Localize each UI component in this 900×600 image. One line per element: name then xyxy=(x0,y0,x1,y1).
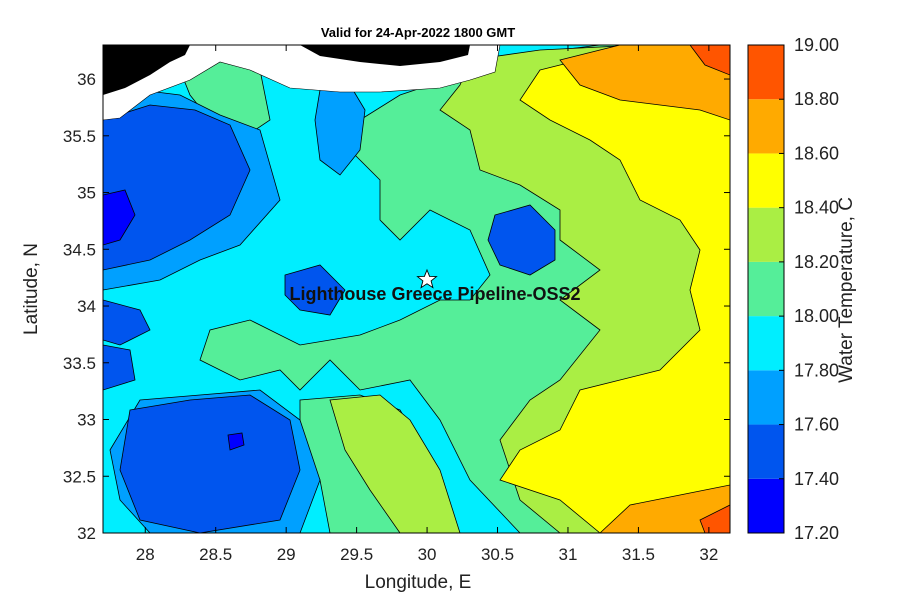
colorbar: 17.20 17.40 17.60 17.80 18.00 18.20 18.40 18.60… xyxy=(747,35,839,543)
x-tick-label: 31.5 xyxy=(622,545,655,564)
y-tick-label: 34.5 xyxy=(63,240,96,259)
colorbar-swatch xyxy=(748,207,784,262)
contour-band-17-20 xyxy=(103,189,136,246)
colorbar-swatch xyxy=(748,153,784,208)
colorbar-tick-label: 17.20 xyxy=(794,523,839,543)
colorbar-tick-label: 18.60 xyxy=(794,143,839,163)
colorbar-swatch xyxy=(748,316,784,371)
colorbar-tick-label: 18.00 xyxy=(794,306,839,326)
x-tick-label: 30 xyxy=(418,545,437,564)
contour-band-18-20-south xyxy=(329,394,461,533)
y-axis-label: Latitude, N xyxy=(21,243,42,335)
colorbar-frame xyxy=(747,44,785,534)
contour-band-17-20-b xyxy=(227,432,245,451)
contour-band-18-60 xyxy=(559,45,730,121)
contour-band-17-40-sw xyxy=(119,394,301,533)
x-tick-label: 29.5 xyxy=(340,545,373,564)
contour-band-17-40-center xyxy=(284,264,346,316)
y-axis-ticks: 32 32.5 33 33.5 34 34.5 35 35.5 36 xyxy=(63,70,730,543)
colorbar-tick-label: 17.40 xyxy=(794,469,839,489)
colorbar-swatch xyxy=(748,370,784,425)
x-tick-label: 32 xyxy=(699,545,718,564)
contour-band-17-40-west xyxy=(103,299,151,346)
x-tick-label: 28.5 xyxy=(199,545,232,564)
contour-band-17-40-pool xyxy=(487,204,556,276)
contour-band-18-80 xyxy=(689,45,730,76)
colorbar-tick-label: 18.40 xyxy=(794,198,839,218)
colorbar-tick-label: 18.80 xyxy=(794,89,839,109)
colorbar-tick-label: 17.60 xyxy=(794,415,839,435)
y-tick-label: 35.5 xyxy=(63,127,96,146)
x-tick-label: 30.5 xyxy=(481,545,514,564)
plot-frame xyxy=(102,44,731,534)
colorbar-swatch xyxy=(748,424,784,479)
colorbar-swatch xyxy=(748,99,784,154)
x-axis-ticks: 28 28.5 29 29.5 30 30.5 31 31.5 32 xyxy=(136,45,718,564)
station-label: Lighthouse Greece Pipeline-OSS2 xyxy=(289,284,580,304)
temperature-field xyxy=(103,45,730,533)
contour-band-18-40 xyxy=(499,45,730,533)
colorbar-swatch xyxy=(748,45,784,100)
contour-band-17-40-midwest xyxy=(103,344,136,391)
y-tick-label: 35 xyxy=(77,184,96,203)
colorbar-label: Water Temperature, C xyxy=(836,197,857,383)
map-title: Valid for 24-Apr-2022 1800 GMT xyxy=(321,25,515,40)
y-tick-label: 36 xyxy=(77,70,96,89)
colorbar-tick-label: 17.80 xyxy=(794,360,839,380)
contour-band-17-40 xyxy=(103,104,251,271)
station-marker xyxy=(416,268,438,289)
x-tick-label: 29 xyxy=(277,545,296,564)
colorbar-tick-label: 19.00 xyxy=(794,35,839,55)
y-tick-label: 33 xyxy=(77,411,96,430)
colorbar-swatch xyxy=(748,261,784,317)
contour-band-18-60-se xyxy=(599,484,730,533)
x-tick-label: 31 xyxy=(559,545,578,564)
y-tick-label: 33.5 xyxy=(63,354,96,373)
x-axis-label: Longitude, E xyxy=(365,572,472,593)
y-tick-label: 32.5 xyxy=(63,467,96,486)
star-icon xyxy=(416,268,438,289)
y-tick-label: 34 xyxy=(77,297,96,316)
colorbar-tick-label: 18.20 xyxy=(794,252,839,272)
y-tick-label: 32 xyxy=(77,524,96,543)
land-mass xyxy=(103,45,190,95)
contour-band-18-80-se xyxy=(699,504,730,533)
x-tick-label: 28 xyxy=(136,545,155,564)
colorbar-swatch xyxy=(748,478,784,533)
